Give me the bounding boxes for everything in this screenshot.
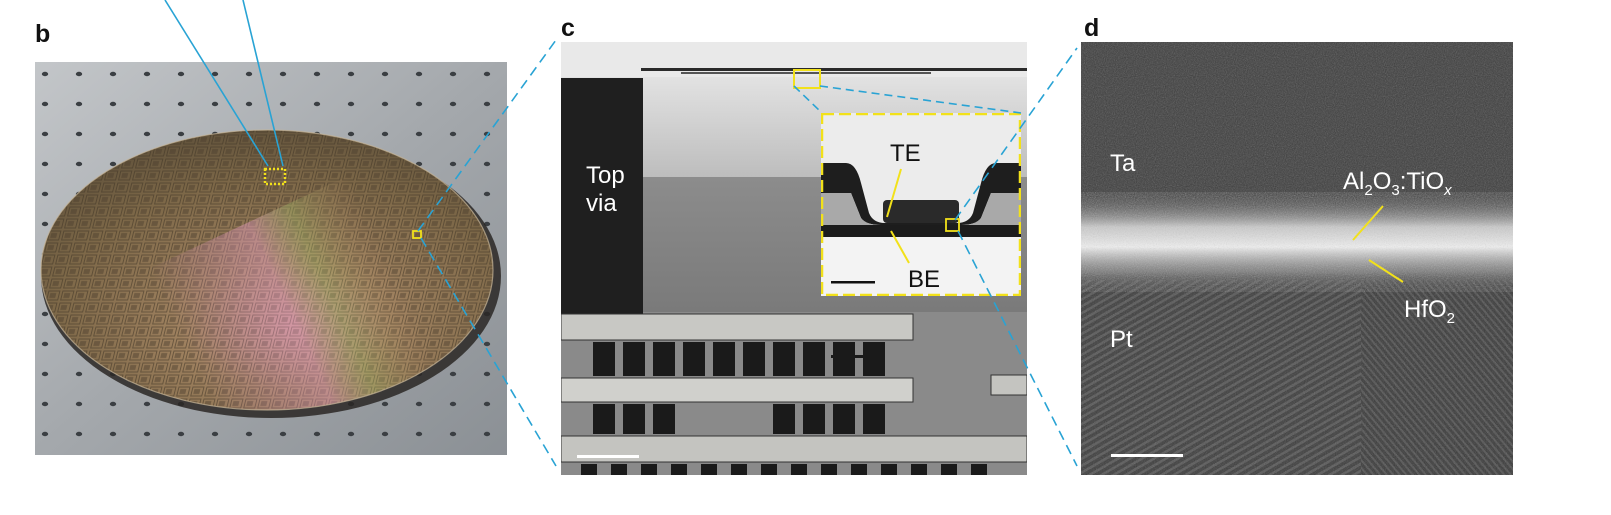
label-ta: Ta: [1110, 150, 1136, 177]
label-al2o3-tiox: Al2O3:TiOx: [1343, 168, 1452, 199]
label-hfo2: HfO2: [1404, 296, 1455, 327]
hrtem-image: [1081, 42, 1513, 475]
hfo-text: HfO: [1404, 296, 1447, 323]
label-top-via: Top via: [586, 162, 625, 217]
o-text: O: [1372, 168, 1392, 195]
al-text: Al: [1343, 168, 1365, 195]
label-be: BE: [908, 266, 941, 293]
scale-bar-d: [1111, 454, 1183, 457]
scale-bar-inset: [831, 281, 875, 284]
wafer-highlight-small: [412, 230, 422, 239]
scale-bar-c-main: [577, 455, 639, 458]
hfo-sub: 2: [1446, 309, 1456, 327]
o-sub: 3: [1391, 181, 1400, 199]
panel-letter-d: d: [1084, 14, 1100, 42]
scale-bar-c-mid: [831, 355, 877, 358]
panel-letter-c: c: [561, 14, 575, 42]
label-te: TE: [890, 140, 921, 167]
wafer-photo: [35, 62, 507, 455]
tio-sub: x: [1444, 181, 1452, 199]
panel-letter-b: b: [35, 20, 51, 48]
label-pt: Pt: [1110, 326, 1133, 353]
wafer-highlight-large: [263, 167, 287, 186]
tio-text: :TiO: [1399, 168, 1445, 195]
al-sub: 2: [1364, 181, 1373, 199]
inset-highlight: [945, 218, 960, 232]
